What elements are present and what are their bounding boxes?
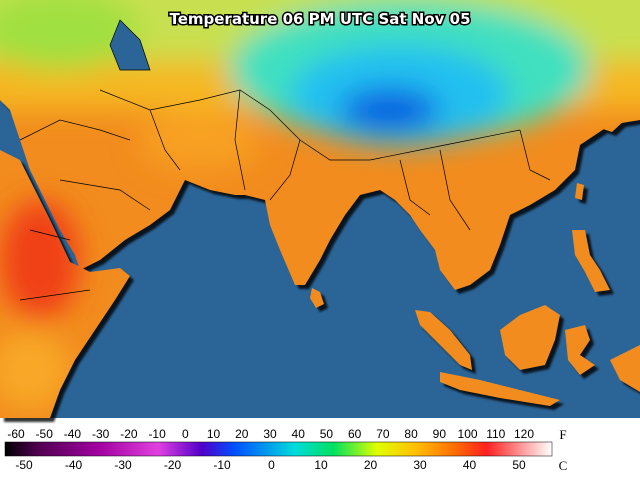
fahrenheit-label: 70 xyxy=(376,427,390,441)
celsius-label: 20 xyxy=(364,458,378,472)
fahrenheit-label: -40 xyxy=(64,427,82,441)
fahrenheit-label: 80 xyxy=(404,427,418,441)
celsius-label: 0 xyxy=(268,458,275,472)
celsius-label: -10 xyxy=(213,458,231,472)
fahrenheit-label: 0 xyxy=(182,427,189,441)
celsius-label: -50 xyxy=(15,458,33,472)
fahrenheit-label: 90 xyxy=(433,427,447,441)
fahrenheit-label: 120 xyxy=(514,427,534,441)
fahrenheit-label: 110 xyxy=(486,427,505,441)
fahrenheit-label: 40 xyxy=(292,427,306,441)
color-scale xyxy=(4,441,553,457)
map-title: Temperature 06 PM UTC Sat Nov 05 xyxy=(169,10,470,28)
fahrenheit-label: 60 xyxy=(348,427,362,441)
celsius-label: 50 xyxy=(512,458,526,472)
celsius-label: 10 xyxy=(314,458,328,472)
fahrenheit-label: 10 xyxy=(207,427,221,441)
fahrenheit-label: -30 xyxy=(92,427,110,441)
fahrenheit-unit: F xyxy=(559,427,566,442)
fahrenheit-label: 100 xyxy=(458,427,478,441)
celsius-label: 30 xyxy=(413,458,427,472)
fahrenheit-label: -50 xyxy=(36,427,54,441)
fahrenheit-label: -20 xyxy=(120,427,138,441)
fahrenheit-label: -60 xyxy=(7,427,25,441)
celsius-label: -20 xyxy=(164,458,182,472)
fahrenheit-label: -10 xyxy=(148,427,166,441)
fahrenheit-label: 50 xyxy=(320,427,334,441)
celsius-label: -30 xyxy=(114,458,132,472)
celsius-unit: C xyxy=(559,458,568,473)
fahrenheit-label: 30 xyxy=(263,427,277,441)
borders xyxy=(19,19,551,301)
celsius-label: -40 xyxy=(65,458,83,472)
celsius-label: 40 xyxy=(463,458,477,472)
fahrenheit-label: 20 xyxy=(235,427,249,441)
